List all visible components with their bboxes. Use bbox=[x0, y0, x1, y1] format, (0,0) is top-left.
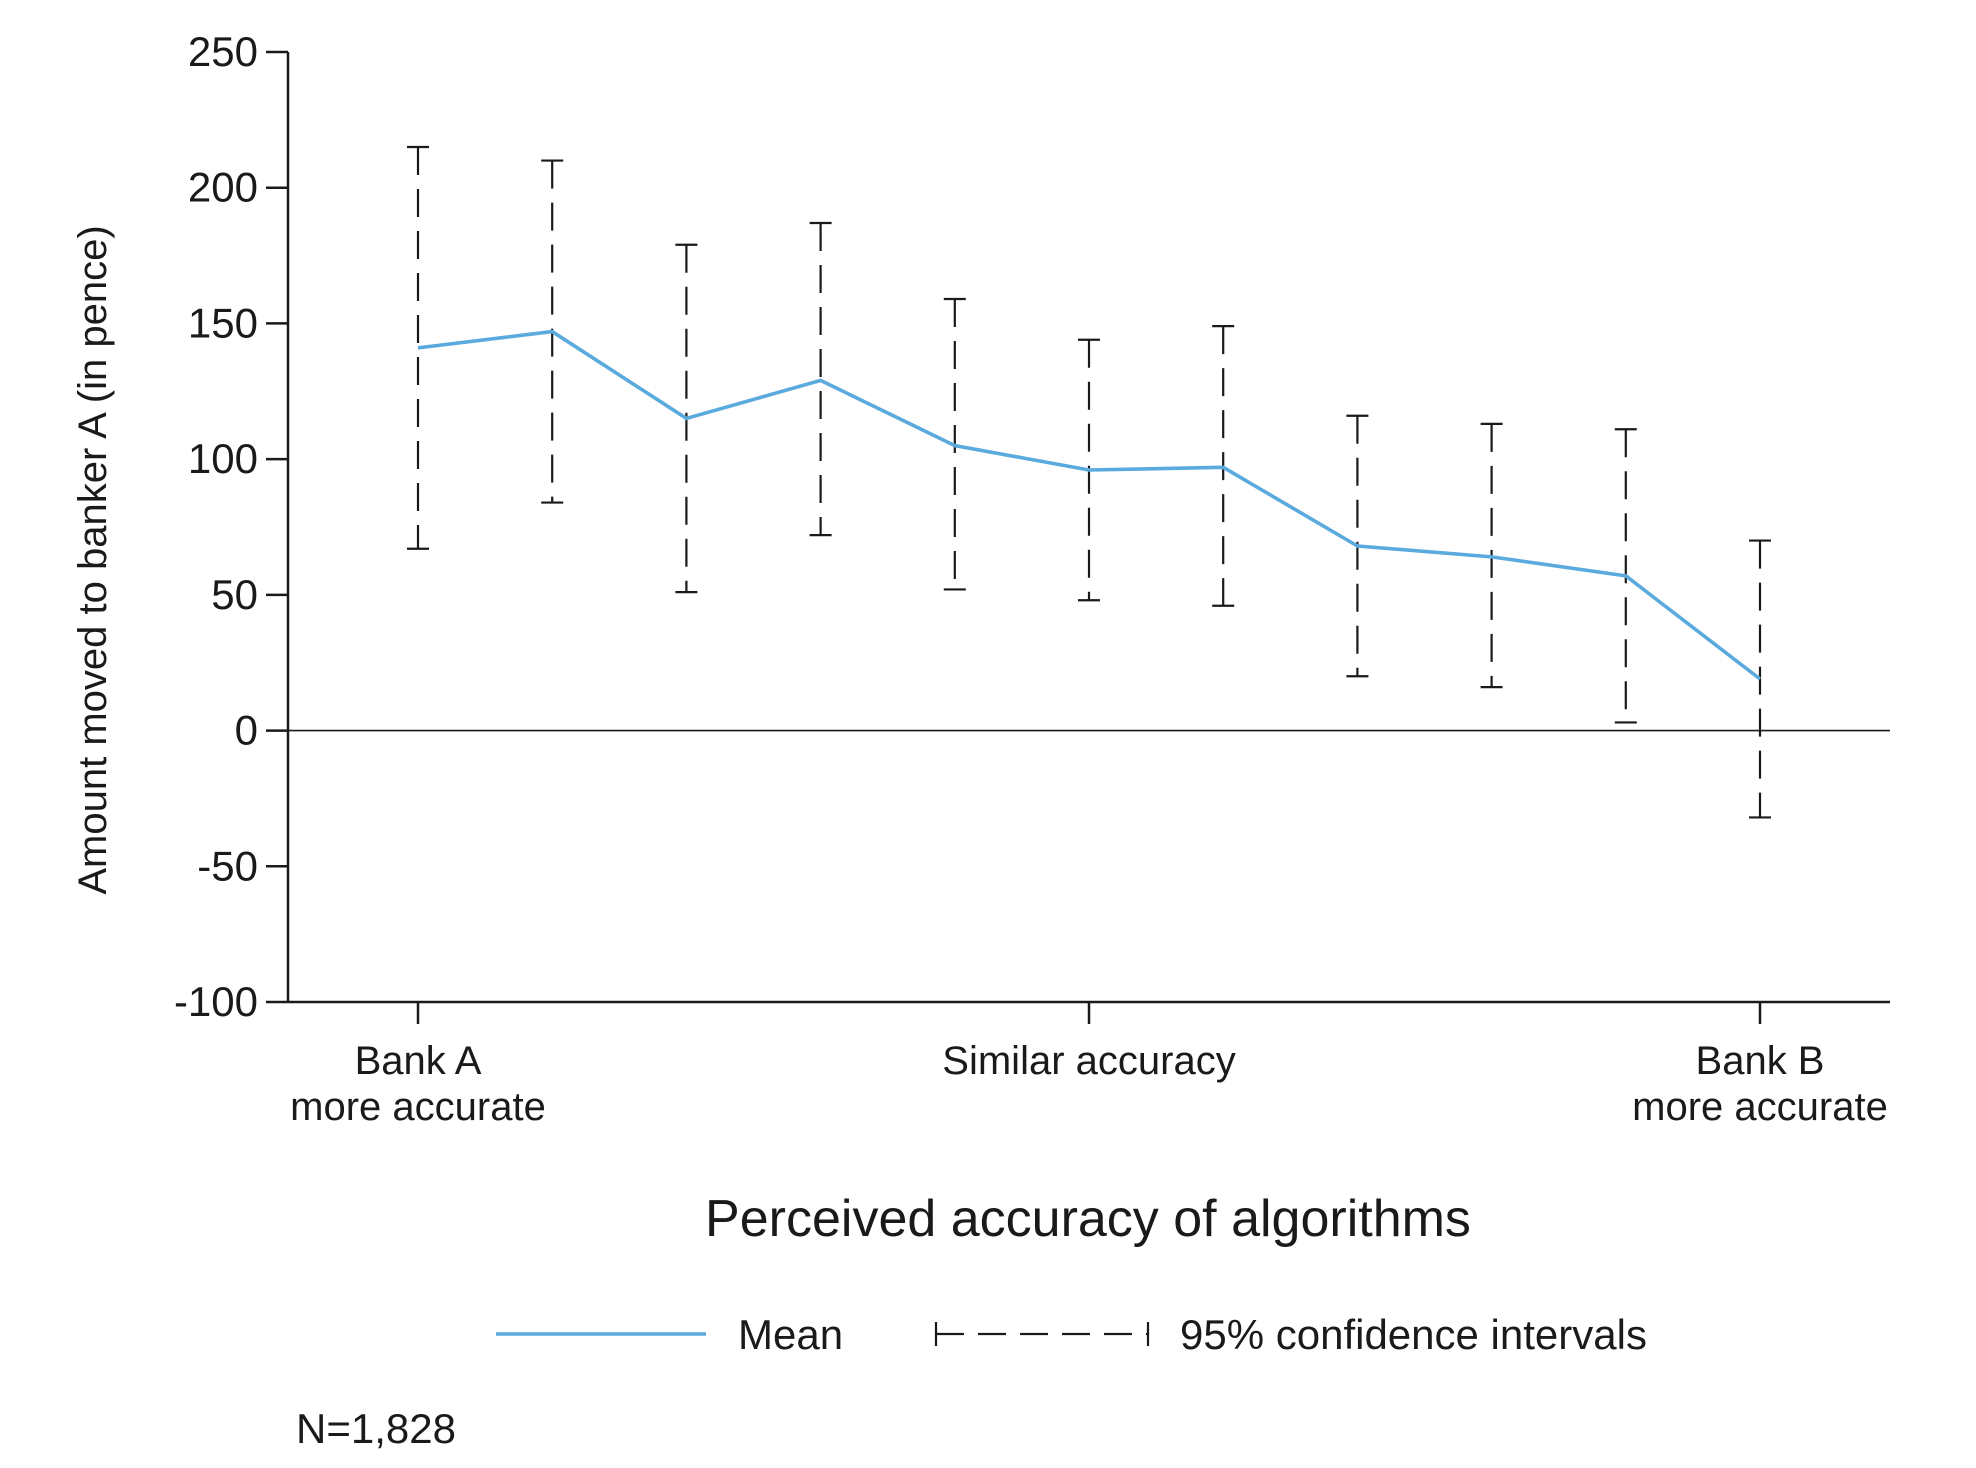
x-tick-label: Bank A bbox=[355, 1039, 482, 1083]
sample-size-note: N=1,828 bbox=[296, 1405, 456, 1452]
legend: Mean 95% confidence intervals bbox=[496, 1311, 1647, 1358]
y-tick-label: 0 bbox=[235, 707, 258, 754]
x-tick-label: Similar accuracy bbox=[942, 1039, 1235, 1083]
y-tick-label: 250 bbox=[188, 28, 258, 75]
x-axis-title: Perceived accuracy of algorithms bbox=[705, 1190, 1471, 1248]
y-axis-title: Amount moved to banker A (in pence) bbox=[71, 225, 115, 894]
y-tick-label: 150 bbox=[188, 299, 258, 346]
y-axis: 250 200 150 100 50 0 -50 -100 bbox=[174, 28, 290, 1025]
mean-line bbox=[417, 329, 1762, 681]
mean-series bbox=[417, 329, 1762, 681]
x-tick-label: more accurate bbox=[290, 1085, 546, 1129]
y-tick-label: 200 bbox=[188, 164, 258, 211]
legend-ci-label: 95% confidence intervals bbox=[1180, 1311, 1647, 1358]
y-tick-label: 50 bbox=[211, 571, 258, 618]
x-tick-label: more accurate bbox=[1632, 1085, 1888, 1129]
y-tick-label: -100 bbox=[174, 978, 258, 1025]
y-tick-label: 100 bbox=[188, 435, 258, 482]
y-tick-label: -50 bbox=[197, 842, 258, 889]
x-tick-label: Bank B bbox=[1696, 1039, 1825, 1083]
legend-mean-label: Mean bbox=[738, 1311, 843, 1358]
error-bars bbox=[407, 145, 1771, 819]
